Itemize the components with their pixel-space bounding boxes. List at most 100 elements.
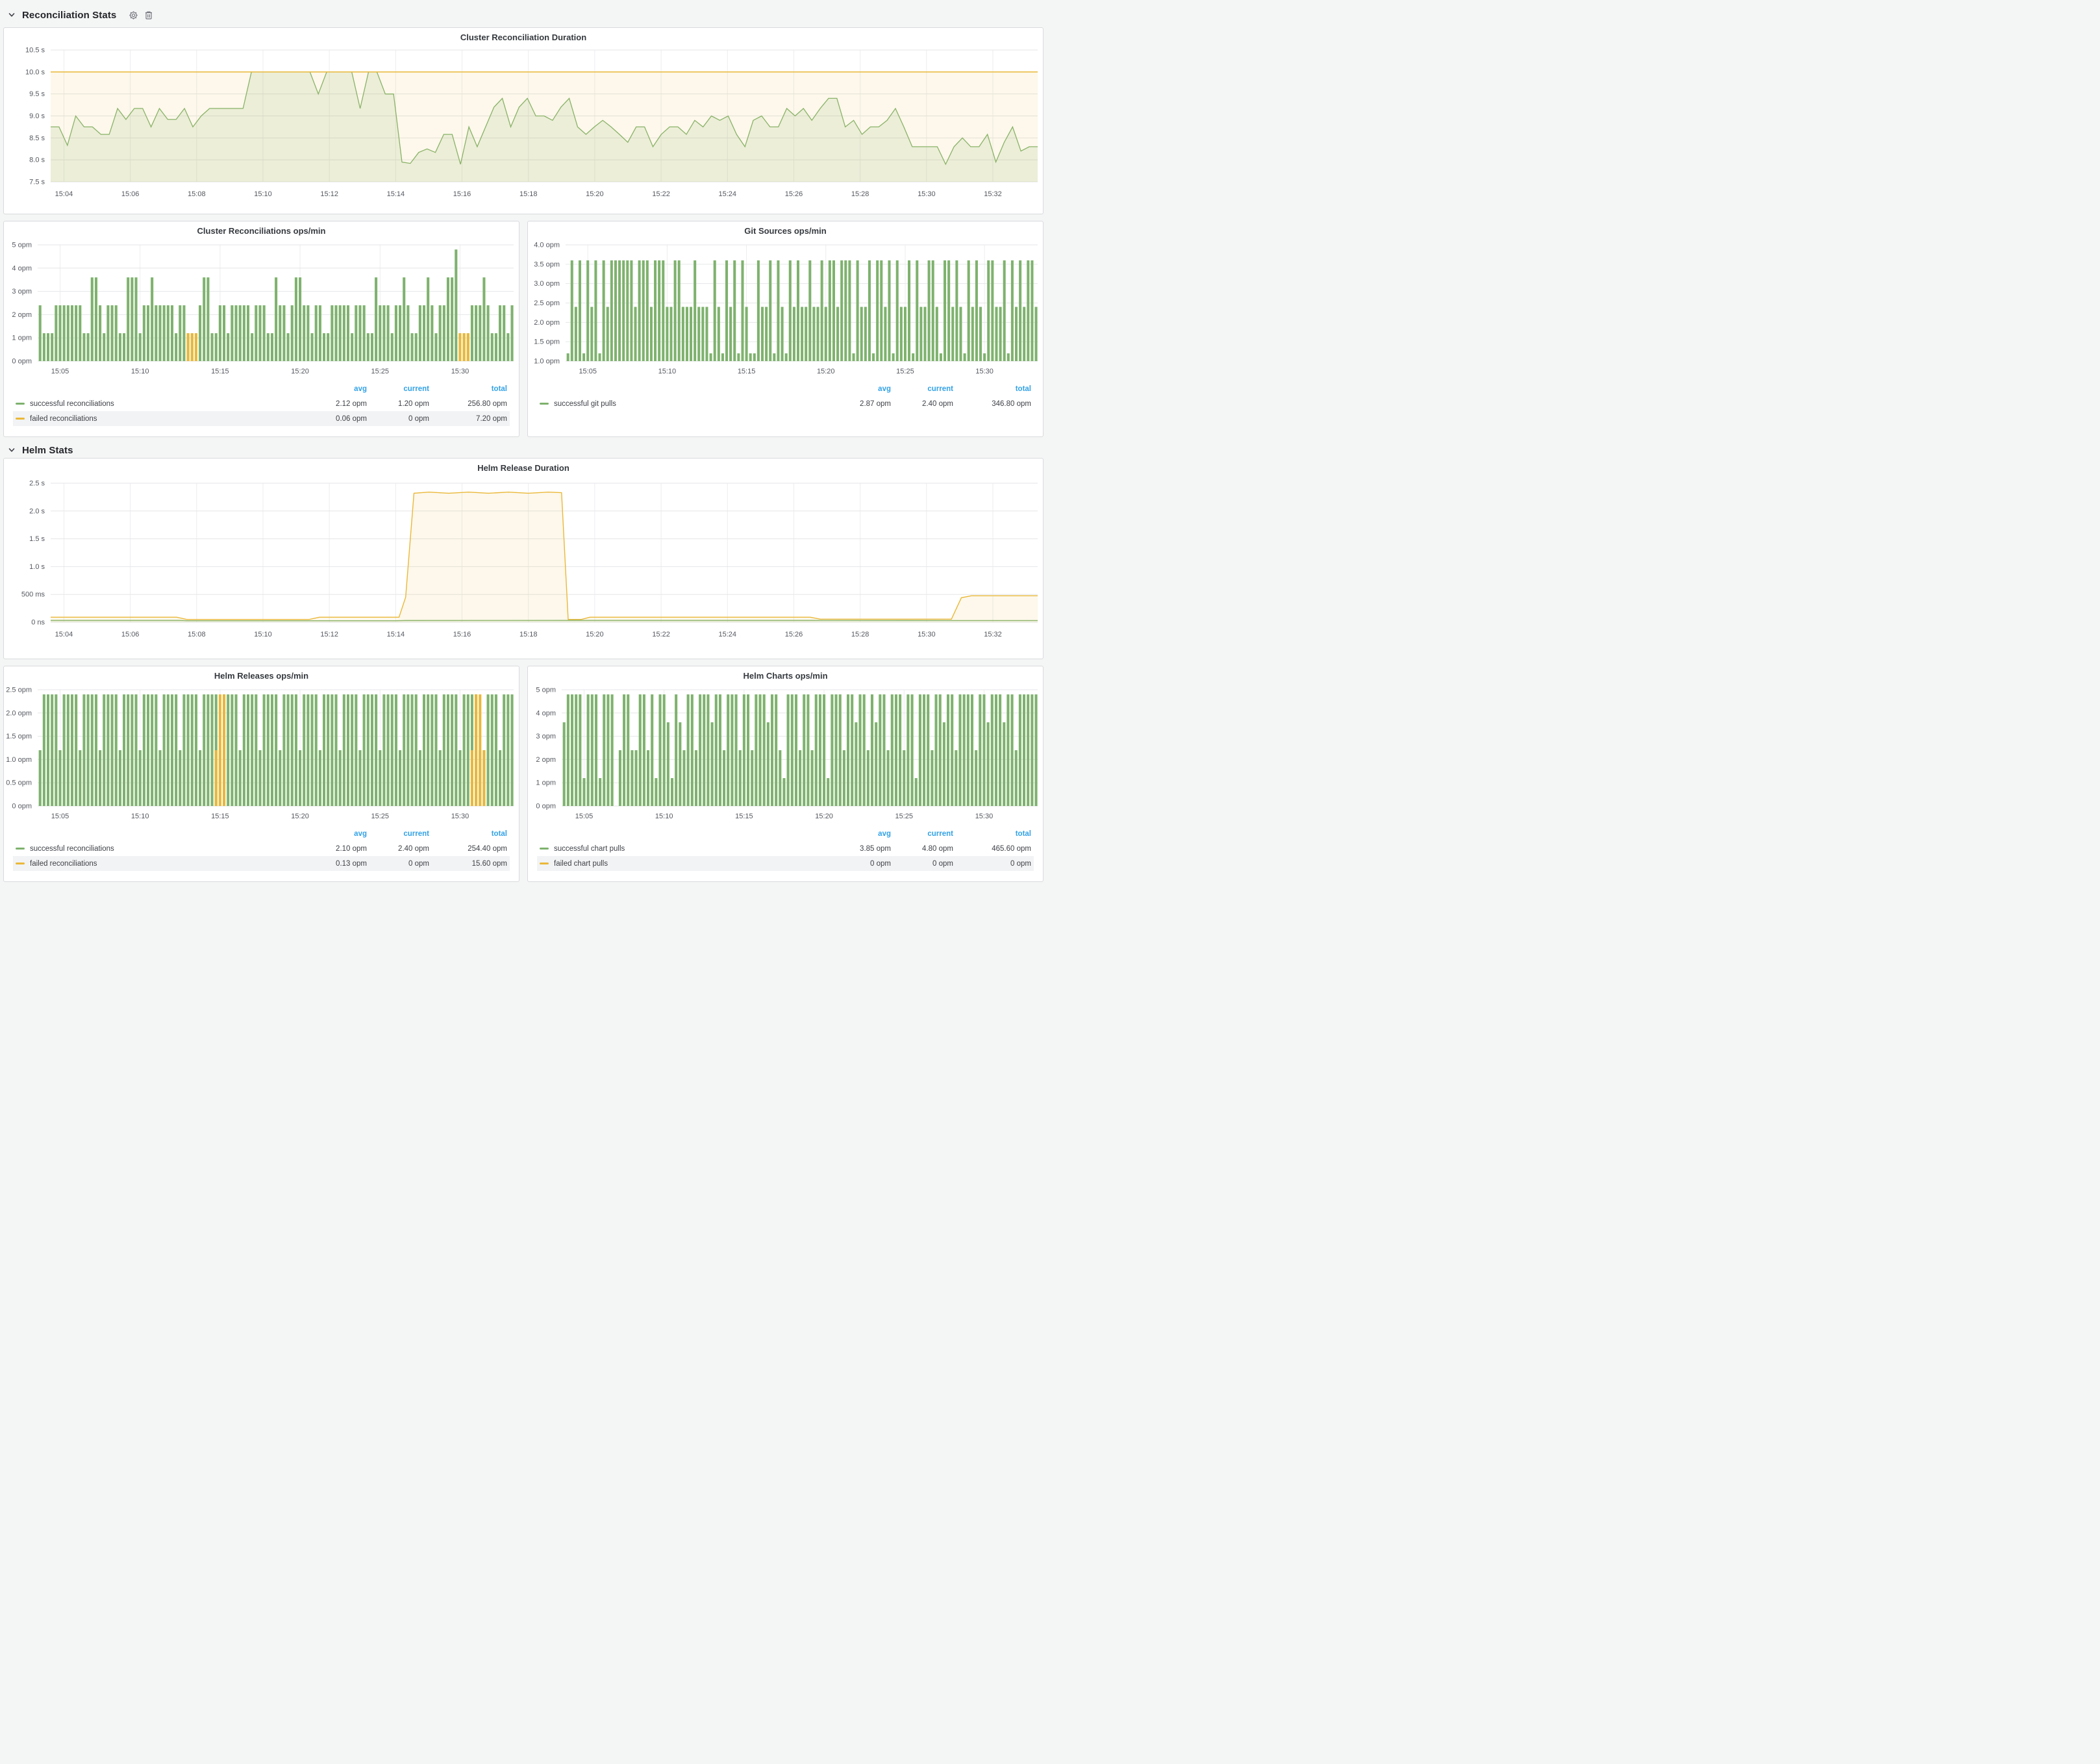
- bar[interactable]: [927, 694, 930, 806]
- bar[interactable]: [851, 694, 854, 806]
- bar[interactable]: [1003, 722, 1006, 806]
- bar[interactable]: [834, 694, 838, 806]
- bar[interactable]: [251, 694, 254, 806]
- bar[interactable]: [602, 260, 605, 361]
- bar[interactable]: [673, 260, 677, 361]
- bar[interactable]: [258, 305, 262, 361]
- bar[interactable]: [847, 694, 850, 806]
- legend-header-total[interactable]: total: [491, 384, 507, 393]
- bar[interactable]: [451, 277, 454, 361]
- bar[interactable]: [51, 333, 54, 361]
- bar[interactable]: [967, 260, 970, 361]
- bar[interactable]: [255, 305, 258, 361]
- bar[interactable]: [106, 694, 110, 806]
- bar[interactable]: [919, 307, 923, 361]
- bar[interactable]: [251, 333, 254, 361]
- bar[interactable]: [138, 333, 142, 361]
- bar[interactable]: [860, 307, 863, 361]
- bar[interactable]: [227, 333, 230, 361]
- bar[interactable]: [134, 694, 138, 806]
- bar[interactable]: [823, 694, 826, 806]
- bar[interactable]: [999, 694, 1002, 806]
- bar[interactable]: [918, 694, 921, 806]
- line-series-reconciliation-duration[interactable]: [51, 71, 1038, 166]
- bar[interactable]: [242, 305, 245, 361]
- bar[interactable]: [390, 694, 394, 806]
- bar[interactable]: [134, 277, 138, 361]
- bar[interactable]: [262, 694, 266, 806]
- bar[interactable]: [279, 750, 282, 806]
- bar[interactable]: [318, 750, 321, 806]
- bar[interactable]: [70, 694, 74, 806]
- bar[interactable]: [355, 305, 358, 361]
- bar[interactable]: [1006, 694, 1010, 806]
- bar[interactable]: [721, 353, 724, 361]
- bar[interactable]: [818, 694, 821, 806]
- bar[interactable]: [963, 353, 966, 361]
- bar[interactable]: [323, 694, 326, 806]
- bar[interactable]: [299, 277, 302, 361]
- bar[interactable]: [503, 694, 506, 806]
- bar[interactable]: [779, 750, 782, 806]
- legend-series-successful-chart-pulls[interactable]: successful chart pulls: [540, 845, 829, 853]
- bar[interactable]: [951, 307, 955, 361]
- bar[interactable]: [958, 694, 962, 806]
- bar[interactable]: [355, 694, 358, 806]
- bar[interactable]: [1003, 260, 1006, 361]
- bar[interactable]: [86, 333, 90, 361]
- bar[interactable]: [651, 694, 654, 806]
- bar[interactable]: [1010, 260, 1014, 361]
- bar[interactable]: [758, 694, 762, 806]
- bar[interactable]: [634, 750, 638, 806]
- bar[interactable]: [979, 307, 982, 361]
- legend-header-current[interactable]: current: [403, 384, 429, 393]
- bar[interactable]: [831, 694, 834, 806]
- helm-charts-chart[interactable]: 0 opm 1 opm 2 opm 3 opm 4 opm 5 opm 15:05 15:10…: [528, 666, 1043, 825]
- bar[interactable]: [334, 305, 338, 361]
- bar[interactable]: [962, 694, 966, 806]
- bar[interactable]: [872, 353, 875, 361]
- gear-icon[interactable]: [128, 10, 138, 20]
- bar[interactable]: [94, 277, 97, 361]
- bar[interactable]: [923, 307, 927, 361]
- legend-series-failed-chart-pulls[interactable]: failed chart pulls: [540, 860, 829, 868]
- bar[interactable]: [1010, 694, 1014, 806]
- bar[interactable]: [351, 333, 354, 361]
- bar[interactable]: [824, 307, 827, 361]
- bar[interactable]: [892, 353, 895, 361]
- bar[interactable]: [582, 353, 586, 361]
- bar[interactable]: [884, 307, 887, 361]
- bar[interactable]: [127, 277, 130, 361]
- bar[interactable]: [742, 694, 745, 806]
- section-header-helm-stats[interactable]: Helm Stats: [6, 442, 80, 459]
- bar[interactable]: [1027, 694, 1030, 806]
- bar[interactable]: [475, 694, 478, 806]
- bar[interactable]: [610, 260, 613, 361]
- bar[interactable]: [697, 307, 701, 361]
- bar[interactable]: [682, 750, 686, 806]
- bar[interactable]: [275, 694, 278, 806]
- bar[interactable]: [218, 694, 221, 806]
- bar[interactable]: [351, 694, 354, 806]
- legend-header-current[interactable]: current: [927, 829, 953, 838]
- bar[interactable]: [58, 750, 62, 806]
- bar[interactable]: [658, 260, 661, 361]
- bar[interactable]: [699, 694, 702, 806]
- bar[interactable]: [482, 277, 486, 361]
- bar[interactable]: [46, 333, 50, 361]
- bar[interactable]: [634, 307, 637, 361]
- bar[interactable]: [238, 750, 242, 806]
- bar[interactable]: [647, 750, 650, 806]
- bar[interactable]: [306, 694, 310, 806]
- bar[interactable]: [777, 260, 780, 361]
- bar[interactable]: [186, 333, 190, 361]
- bar[interactable]: [110, 694, 114, 806]
- bar[interactable]: [286, 694, 290, 806]
- bar[interactable]: [686, 694, 690, 806]
- bar[interactable]: [255, 694, 258, 806]
- bar[interactable]: [94, 694, 97, 806]
- bar[interactable]: [331, 305, 334, 361]
- bar[interactable]: [694, 260, 697, 361]
- bar[interactable]: [586, 694, 590, 806]
- bar[interactable]: [199, 750, 202, 806]
